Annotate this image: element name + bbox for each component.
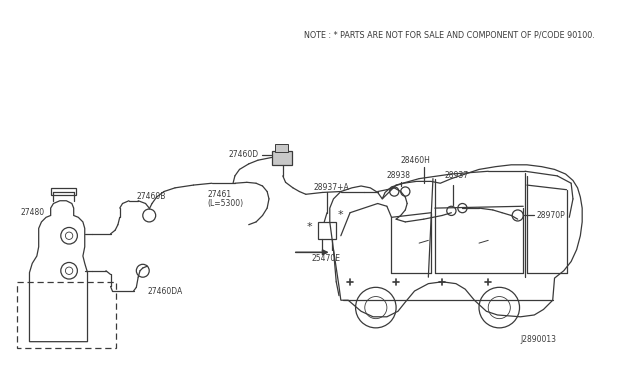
- Bar: [275, 144, 289, 152]
- Text: 25470E: 25470E: [311, 254, 340, 263]
- Bar: [51, 188, 76, 195]
- Text: 28938: 28938: [387, 171, 411, 180]
- Text: 27460D: 27460D: [228, 150, 259, 159]
- Text: 27460DA: 27460DA: [147, 286, 182, 295]
- Bar: [272, 151, 292, 165]
- Text: J2890013: J2890013: [520, 336, 556, 344]
- Text: 27480: 27480: [20, 208, 44, 217]
- Text: (L=5300): (L=5300): [207, 199, 243, 208]
- Text: *: *: [338, 211, 344, 221]
- Text: NOTE : * PARTS ARE NOT FOR SALE AND COMPONENT OF P/CODE 90100.: NOTE : * PARTS ARE NOT FOR SALE AND COMP…: [304, 31, 595, 39]
- Text: 28937+A: 28937+A: [313, 183, 349, 192]
- Bar: [17, 282, 116, 348]
- Text: 27460B: 27460B: [136, 192, 166, 201]
- Text: 28970P: 28970P: [536, 211, 565, 220]
- Text: 27461: 27461: [207, 190, 232, 199]
- Text: *: *: [307, 222, 312, 231]
- Text: 28937: 28937: [445, 171, 469, 180]
- Text: 28460H: 28460H: [401, 156, 431, 165]
- Bar: [318, 222, 336, 238]
